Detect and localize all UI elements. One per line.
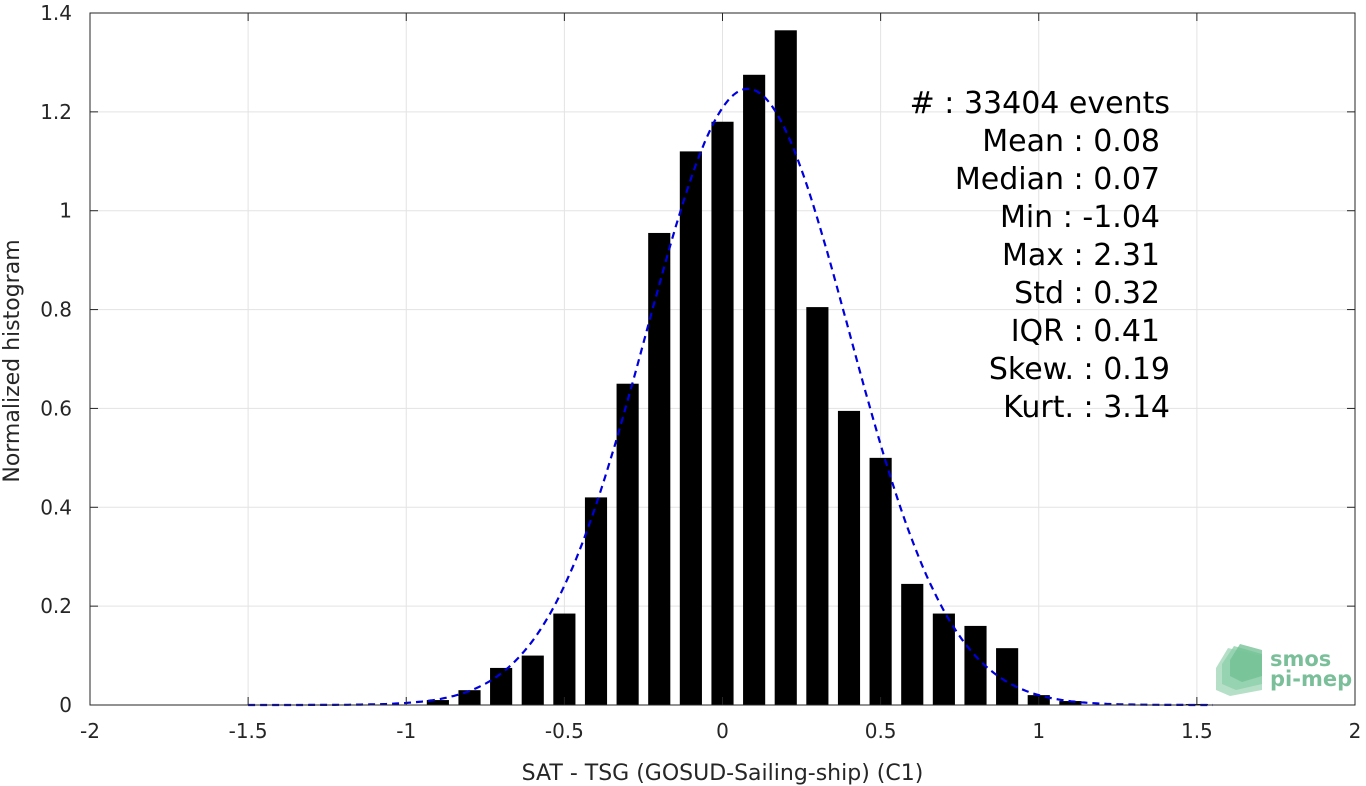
stat-key: IQR: [1011, 314, 1074, 349]
histogram-bar: [837, 410, 861, 705]
stat-key: Kurt.: [1003, 390, 1083, 425]
stat-value: : -1.04: [1063, 200, 1160, 235]
fit-curve-group: [248, 87, 1213, 707]
stat-key: Mean: [982, 124, 1073, 159]
stat-value: : 0.07: [1074, 162, 1160, 197]
histogram-bar: [964, 625, 987, 705]
stat-value: : 0.32: [1074, 276, 1160, 311]
x-tick-label: 1: [1032, 719, 1045, 743]
stat-line: Min : -1.04: [1000, 200, 1160, 235]
y-tick-label: 1.2: [40, 100, 72, 124]
histogram-bar: [869, 457, 892, 705]
smos-pimep-logo: smos pi-mep: [1216, 644, 1352, 696]
histogram-bar: [458, 690, 481, 705]
stat-line: Kurt. : 3.14: [1003, 390, 1170, 425]
stat-line: IQR : 0.41: [1011, 314, 1160, 349]
histogram-bar: [806, 307, 829, 705]
logo-icon: [1216, 644, 1262, 696]
histogram-bar: [743, 74, 766, 706]
stat-value: : 0.41: [1074, 314, 1160, 349]
x-tick-label: 0.5: [865, 719, 897, 743]
stat-value: : 3.14: [1084, 390, 1170, 425]
stat-line: Skew. : 0.19: [989, 352, 1170, 387]
stat-key: Min: [1000, 200, 1063, 235]
y-tick-label: 1.4: [40, 1, 72, 25]
y-axis-label: Normalized histogram: [0, 239, 25, 482]
histogram-bar: [1059, 701, 1082, 705]
y-tick-label: 0.8: [40, 298, 72, 322]
logo-text-smos: smos: [1270, 647, 1331, 671]
histogram-bar: [553, 613, 576, 705]
x-axis-ticks: -2 -1.5 -1 -0.5 0 0.5 1 1.5 2: [80, 13, 1361, 743]
y-tick-label: 0.4: [40, 495, 72, 519]
histogram-bar: [521, 655, 544, 705]
x-tick-label: 1.5: [1181, 719, 1213, 743]
logo-text-pimep: pi-mep: [1270, 667, 1352, 691]
stat-key: Median: [955, 162, 1074, 197]
histogram-bar: [648, 232, 671, 705]
x-tick-label: -0.5: [545, 719, 584, 743]
histogram-bar: [490, 667, 513, 705]
x-tick-label: -1.5: [229, 719, 268, 743]
stat-value: : 2.31: [1074, 238, 1160, 273]
y-tick-label: 0.2: [40, 594, 72, 618]
fit-curve-line: [248, 87, 1213, 707]
histogram-bar: [616, 383, 639, 705]
histogram-bar: [932, 613, 955, 705]
stat-value: : 33404 events: [944, 86, 1170, 121]
stat-line: # : 33404 events: [910, 86, 1170, 121]
histogram-bars: [426, 30, 1208, 706]
stat-line: Max : 2.31: [1002, 238, 1160, 273]
histogram-bar: [996, 648, 1019, 705]
x-tick-label: 2: [1349, 719, 1362, 743]
histogram-bar: [774, 30, 797, 706]
histogram-bar: [584, 497, 608, 705]
stat-key: Std: [1014, 276, 1073, 311]
x-tick-label: 0: [716, 719, 729, 743]
histogram-bar: [901, 583, 924, 705]
y-axis-ticks: 0 0.2 0.4 0.6 0.8 1 1.2 1.4: [40, 1, 1355, 717]
y-tick-label: 0: [59, 693, 72, 717]
stat-line: Median : 0.07: [955, 162, 1160, 197]
x-tick-label: -2: [80, 719, 100, 743]
x-axis-label: SAT - TSG (GOSUD-Sailing-ship) (C1): [522, 761, 924, 786]
histogram-bar: [711, 121, 734, 705]
y-tick-label: 0.6: [40, 396, 72, 420]
stat-value: : 0.19: [1084, 352, 1170, 387]
stat-key: Skew.: [989, 352, 1084, 387]
stat-line: Mean : 0.08: [982, 124, 1160, 159]
stat-key: #: [910, 86, 945, 121]
x-tick-label: -1: [396, 719, 416, 743]
stat-line: Std : 0.32: [1014, 276, 1160, 311]
y-tick-label: 1: [59, 199, 72, 223]
stat-key: Max: [1002, 238, 1074, 273]
stat-value: : 0.08: [1074, 124, 1160, 159]
histogram-bar: [426, 700, 449, 705]
histogram-bar: [679, 151, 702, 705]
